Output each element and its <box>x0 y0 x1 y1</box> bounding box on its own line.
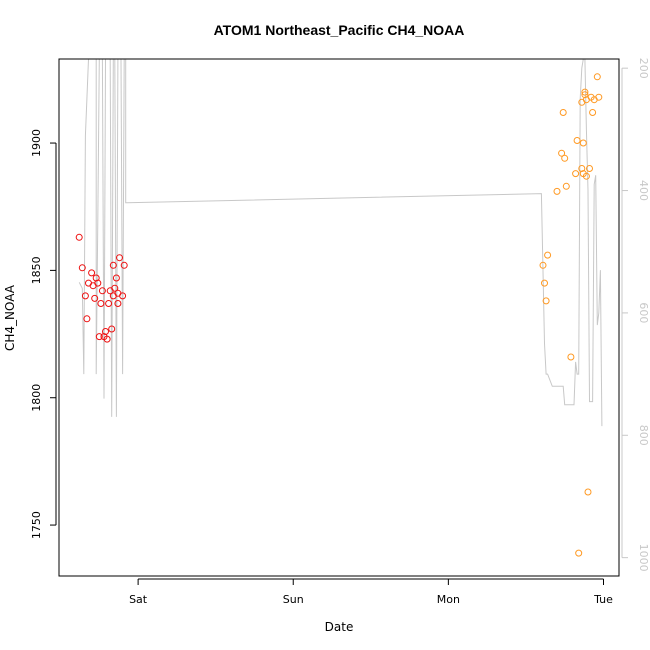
data-point <box>553 187 561 195</box>
y-tick-label: 1900 <box>30 129 43 157</box>
x-tick-label: Tue <box>593 593 613 606</box>
x-axis: Sat Sun Mon Tue <box>129 578 613 606</box>
data-point <box>103 335 111 343</box>
chart-title: ATOM1 Northeast_Pacific CH4_NOAA <box>214 22 465 38</box>
data-point <box>83 315 91 323</box>
data-point <box>81 292 89 300</box>
data-point <box>95 333 103 341</box>
data-point <box>562 182 570 190</box>
data-point <box>584 488 592 496</box>
data-point <box>581 88 589 96</box>
data-point <box>544 251 552 259</box>
data-point <box>94 279 102 287</box>
series-layer <box>75 73 603 557</box>
background-line-layer <box>78 58 603 427</box>
y-axis-right: 200 400 600 800 1000 <box>621 58 650 572</box>
y2-tick-label: 800 <box>637 425 650 446</box>
data-point <box>75 233 83 241</box>
data-point <box>98 287 106 295</box>
x-tick-label: Mon <box>437 593 460 606</box>
data-point <box>120 261 128 269</box>
y-tick-label: 1750 <box>30 511 43 539</box>
y-axis-left: 1750 1800 1850 1900 <box>30 129 57 539</box>
data-point <box>539 261 547 269</box>
data-point <box>541 279 548 287</box>
data-point <box>542 297 550 305</box>
y-axis-label: CH4_NOAA <box>3 284 17 351</box>
y-tick-label: 1800 <box>30 384 43 412</box>
data-point <box>567 353 575 361</box>
data-point <box>575 549 583 557</box>
data-point <box>78 264 86 272</box>
data-point <box>561 154 569 162</box>
data-point <box>88 269 96 277</box>
data-point <box>116 254 123 262</box>
data-point <box>595 93 603 101</box>
data-point <box>91 294 99 302</box>
x-axis-label: Date <box>325 620 354 634</box>
x-tick-label: Sat <box>129 593 148 606</box>
data-point <box>582 172 590 180</box>
data-point <box>559 109 567 116</box>
data-point <box>578 165 586 172</box>
background-line <box>78 58 603 427</box>
data-point <box>573 137 581 144</box>
data-point <box>558 149 566 157</box>
data-point <box>102 328 109 335</box>
x-tick-label: Sun <box>283 593 304 606</box>
data-point <box>589 109 597 116</box>
plot-frame <box>58 58 620 577</box>
y2-tick-label: 600 <box>637 302 650 323</box>
data-point <box>112 274 120 282</box>
data-point <box>119 292 127 300</box>
y2-tick-label: 1000 <box>637 544 650 572</box>
data-point <box>111 284 119 292</box>
data-point <box>572 170 580 178</box>
data-point <box>581 91 589 99</box>
data-point <box>114 300 122 307</box>
y2-tick-label: 400 <box>637 180 650 201</box>
data-point <box>105 300 113 307</box>
data-point <box>586 165 593 172</box>
data-point <box>108 325 116 333</box>
data-point <box>593 73 601 81</box>
y2-tick-label: 200 <box>637 58 650 79</box>
data-point <box>97 300 105 307</box>
data-point <box>109 261 117 269</box>
data-point <box>579 139 587 147</box>
y-tick-label: 1850 <box>30 256 43 284</box>
